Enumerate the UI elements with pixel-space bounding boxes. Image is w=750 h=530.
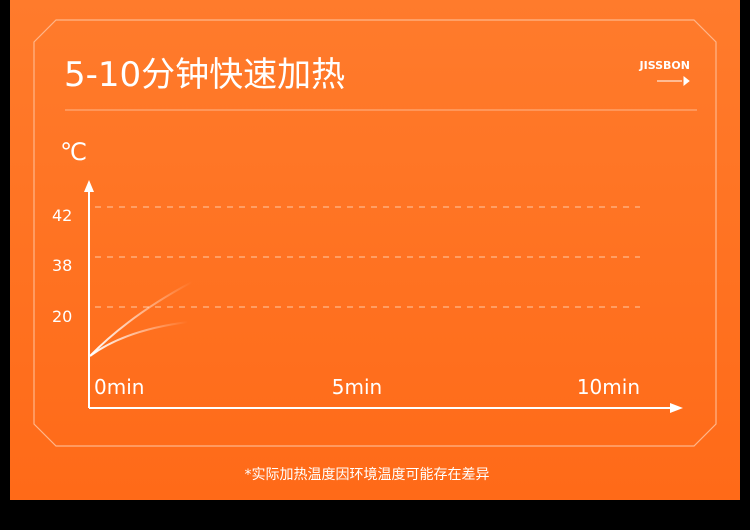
x-label: 5min (332, 375, 382, 399)
brand-mark (657, 75, 690, 87)
curve-slow (89, 321, 189, 357)
title: 5-10分钟快速加热 (64, 55, 345, 95)
unit-label: ℃ (60, 138, 87, 166)
y-axis-arrow (84, 180, 94, 192)
brand: JISSBON (639, 59, 690, 72)
footnote: *实际加热温度因环境温度可能存在差异 (245, 467, 490, 483)
x-label: 0min (94, 375, 144, 399)
frame (33, 19, 717, 447)
x-label: 10min (577, 375, 640, 399)
y-label: 42 (52, 206, 72, 225)
x-axis-arrow (670, 403, 683, 413)
y-label: 38 (52, 256, 72, 275)
orange-panel (10, 0, 740, 500)
y-label: 20 (52, 307, 72, 326)
curve-fast (89, 281, 193, 357)
